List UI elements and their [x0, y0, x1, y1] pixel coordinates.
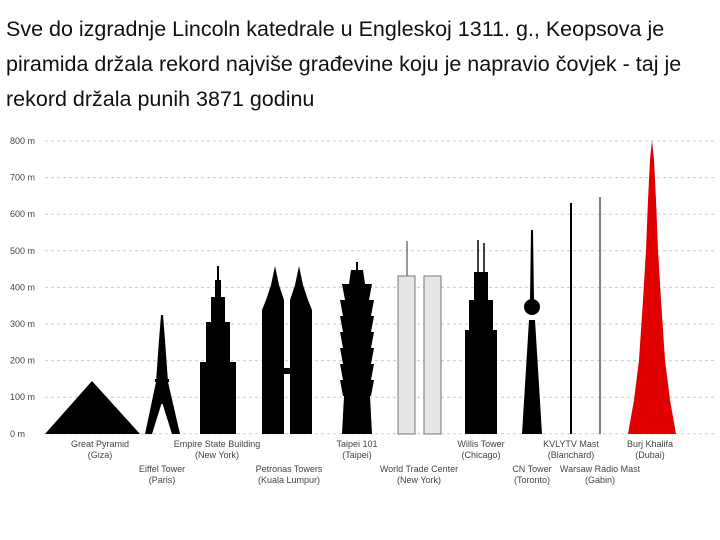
- building-location: (New York): [195, 450, 239, 460]
- axis-label: 100 m: [10, 392, 35, 402]
- taipei-101: [340, 262, 374, 434]
- building-location: (Toronto): [514, 475, 550, 485]
- building-location: (Kuala Lumpur): [258, 475, 320, 485]
- building-name: Warsaw Radio Mast: [560, 464, 641, 474]
- axis-label: 0 m: [10, 429, 25, 439]
- building-name: CN Tower: [512, 464, 551, 474]
- burj-khalifa: [628, 140, 676, 434]
- axis-label: 200 m: [10, 356, 35, 366]
- building-location: (Giza): [88, 450, 113, 460]
- building-name: Eiffel Tower: [139, 464, 185, 474]
- building-location: (Chicago): [461, 450, 500, 460]
- building-name: Petronas Towers: [256, 464, 323, 474]
- heading: Sve do izgradnje Lincoln katedrale u Eng…: [6, 17, 682, 111]
- axis-label: 300 m: [10, 319, 35, 329]
- cn-tower: [522, 230, 542, 434]
- building-name: Empire State Building: [174, 439, 261, 449]
- axis-label: 800 m: [10, 136, 35, 146]
- building-name: Willis Tower: [457, 439, 504, 449]
- silhouettes: [45, 140, 676, 435]
- building-location: (Gabin): [585, 475, 615, 485]
- building-name: World Trade Center: [380, 464, 458, 474]
- building-location: (New York): [397, 475, 441, 485]
- labels: Great Pyramid(Giza) Eiffel Tower(Paris) Em…: [71, 439, 673, 485]
- axis-label: 500 m: [10, 246, 35, 256]
- eiffel: [145, 315, 180, 434]
- axis-label: 700 m: [10, 173, 35, 183]
- empire-state: [200, 266, 236, 434]
- world-trade-center: [397, 241, 442, 435]
- building-location: (Taipei): [342, 450, 372, 460]
- eiffel-deck: [152, 400, 172, 404]
- building-name: Burj Khalifa: [627, 439, 673, 449]
- building-name: Taipei 101: [336, 439, 377, 449]
- building-name: Great Pyramid: [71, 439, 129, 449]
- pyramid: [45, 381, 140, 434]
- willis: [465, 240, 497, 434]
- eiffel-deck: [155, 379, 169, 382]
- building-location: (Dubai): [635, 450, 665, 460]
- grid: 800 m 700 m 600 m 500 m 400 m 300 m 200 m 100 m…: [10, 136, 715, 439]
- petronas: [262, 266, 312, 434]
- axis-label: 400 m: [10, 282, 35, 292]
- axis-label: 600 m: [10, 209, 35, 219]
- building-location: (Paris): [149, 475, 176, 485]
- building-name: KVLYTV Mast: [543, 439, 599, 449]
- building-location: (Blanchard): [548, 450, 595, 460]
